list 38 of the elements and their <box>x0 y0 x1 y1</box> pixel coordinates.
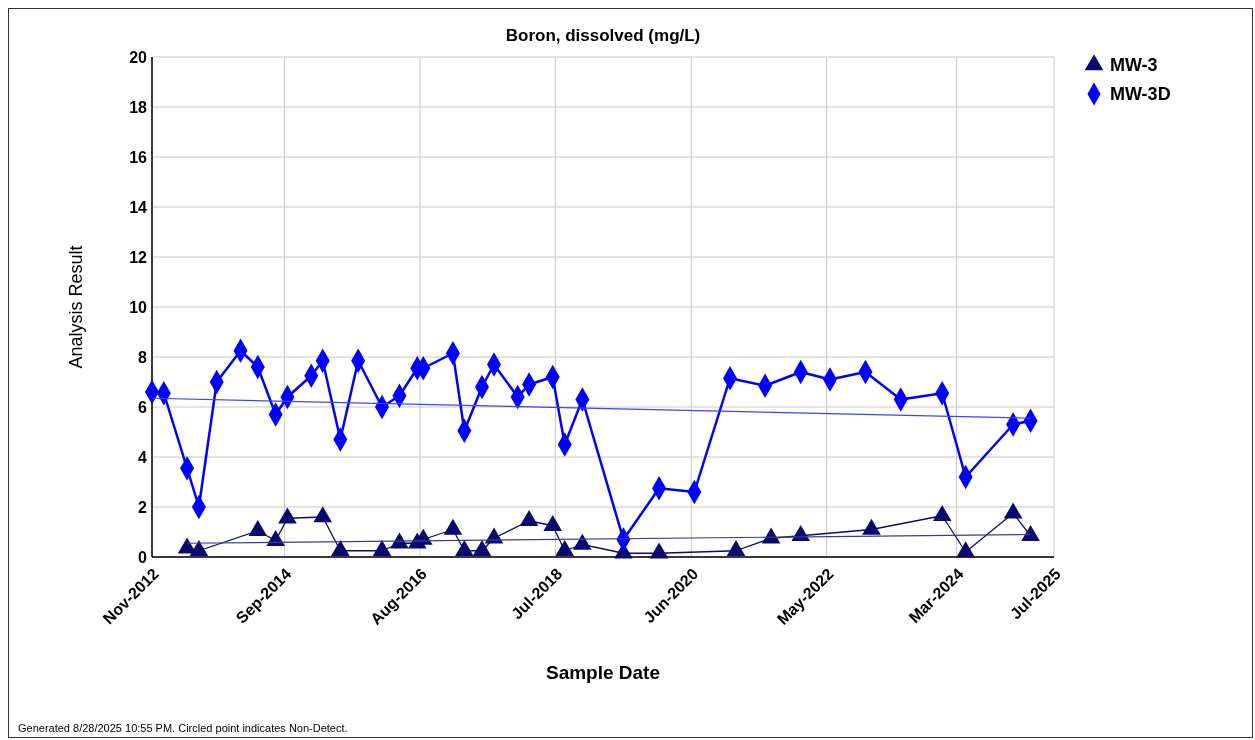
chart-title: Boron, dissolved (mg/L) <box>505 26 701 45</box>
y-tick-label: 12 <box>129 248 148 266</box>
point <box>519 510 539 527</box>
point <box>761 527 781 544</box>
point <box>862 518 881 535</box>
point <box>472 540 492 557</box>
y-tick-label: 8 <box>138 348 148 366</box>
point <box>649 542 669 559</box>
point <box>573 533 592 550</box>
point <box>1003 502 1023 519</box>
point <box>555 540 575 557</box>
point <box>1021 525 1040 542</box>
point <box>278 507 297 524</box>
y-tick-label: 6 <box>138 398 148 416</box>
y-tick-label: 0 <box>138 548 148 566</box>
point <box>313 506 333 523</box>
point <box>372 540 392 557</box>
y-tick-label: 18 <box>129 98 148 116</box>
legend-label: MW-3 <box>1110 55 1158 76</box>
point <box>726 540 746 557</box>
text: Generated 8/28/2025 10:55 PM. Circled point indicates Non-Detect. <box>18 722 348 734</box>
y-tick-label: 20 <box>129 48 148 66</box>
y-axis-title: Analysis Result <box>66 245 86 369</box>
point <box>248 520 268 537</box>
y-tick-label: 14 <box>129 198 148 216</box>
point <box>443 518 463 535</box>
point <box>189 540 209 557</box>
point <box>455 540 474 557</box>
point <box>543 515 563 532</box>
x-axis-title: Sample Date <box>545 662 661 683</box>
point <box>956 541 975 558</box>
y-tick-label: 4 <box>138 448 148 466</box>
point <box>331 540 350 557</box>
point <box>932 505 952 522</box>
y-tick-label: 2 <box>138 498 148 516</box>
legend-label: MW-3D <box>1110 84 1171 105</box>
y-tick-label: 10 <box>129 298 148 316</box>
y-tick-label: 16 <box>129 148 148 166</box>
